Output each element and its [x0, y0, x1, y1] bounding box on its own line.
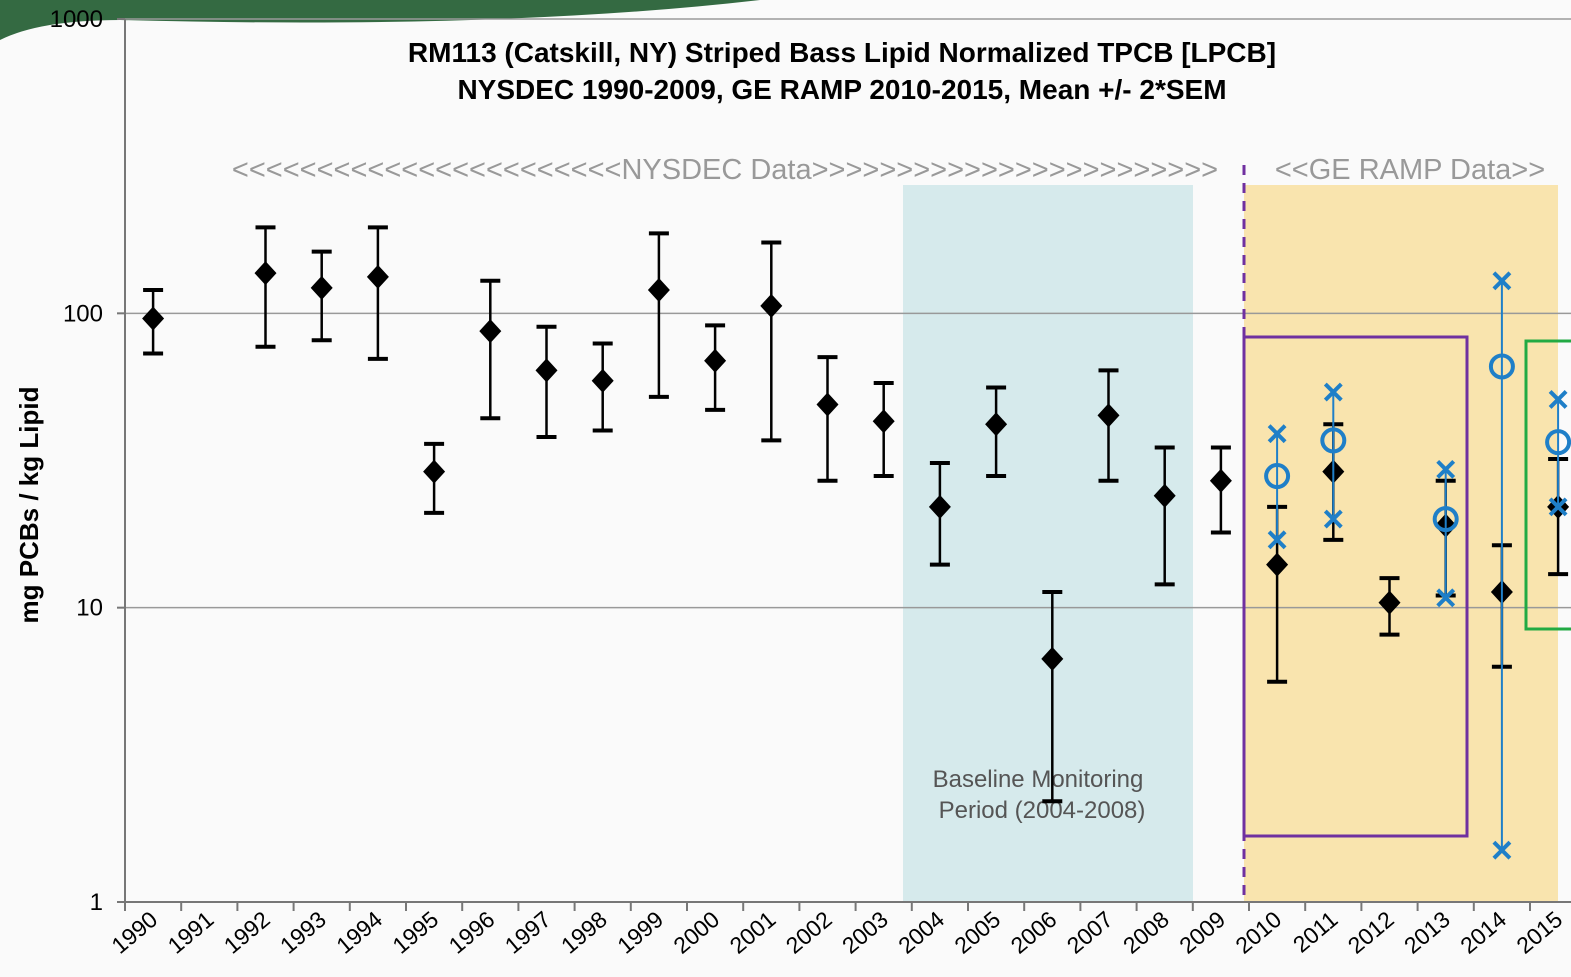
range-marker	[1436, 588, 1456, 608]
y-tick-label: 10	[76, 595, 103, 622]
y-tick-label: 100	[63, 300, 103, 327]
mean-marker	[760, 293, 783, 318]
annotation: <<<<<<<<<<<<<<<<<<<<<<<NYSDEC Data>>>>>>…	[232, 154, 1218, 186]
mean-marker	[1097, 403, 1120, 428]
mean-marker	[928, 494, 951, 519]
range-marker	[1548, 389, 1568, 409]
range-marker	[1492, 271, 1512, 291]
baseline-region	[903, 185, 1193, 902]
mean-marker	[1041, 646, 1064, 671]
annotation: Period (2004-2008)	[939, 797, 1146, 824]
range-marker	[1323, 382, 1343, 402]
marks	[142, 225, 1571, 860]
y-axis-title: mg PCBs / kg Lipid	[14, 387, 44, 624]
annotation: Baseline Monitoring	[933, 766, 1144, 793]
mean-marker	[366, 264, 389, 289]
mean-marker	[1153, 483, 1176, 508]
highlight-box	[1524, 339, 1571, 631]
mean-marker	[1209, 468, 1232, 493]
range-marker	[1436, 459, 1456, 479]
mean-marker	[479, 319, 502, 344]
mean-marker	[423, 459, 446, 484]
value-marker	[1320, 427, 1347, 454]
annotation: <<GE RAMP Data>>	[1275, 154, 1545, 186]
mean-marker	[535, 358, 558, 383]
mean-marker	[985, 412, 1008, 437]
mean-marker	[142, 306, 165, 331]
value-marker	[1488, 353, 1515, 380]
y-tick-label: 1000	[50, 6, 103, 33]
chart-subtitle: NYSDEC 1990-2009, GE RAMP 2010-2015, Mea…	[457, 74, 1226, 105]
mean-marker	[1266, 552, 1289, 577]
highlight-box	[1242, 335, 1469, 838]
range-marker	[1492, 840, 1512, 860]
header-swoosh	[0, 0, 760, 40]
chart-title: RM113 (Catskill, NY) Striped Bass Lipid …	[408, 37, 1276, 68]
mean-marker	[310, 275, 333, 300]
range-marker	[1323, 509, 1343, 529]
value-marker	[1264, 463, 1291, 490]
mean-marker	[647, 278, 670, 303]
value-marker	[1432, 506, 1459, 533]
mean-marker	[704, 348, 727, 373]
mean-marker	[872, 409, 895, 434]
range-marker	[1267, 424, 1287, 444]
mean-marker	[591, 368, 614, 393]
mean-marker	[254, 261, 277, 286]
mean-marker	[816, 392, 839, 417]
range-marker	[1267, 530, 1287, 550]
y-tick-label: 1	[90, 889, 103, 916]
range-marker	[1548, 497, 1568, 517]
mean-marker	[1378, 590, 1401, 615]
value-marker	[1545, 429, 1571, 456]
